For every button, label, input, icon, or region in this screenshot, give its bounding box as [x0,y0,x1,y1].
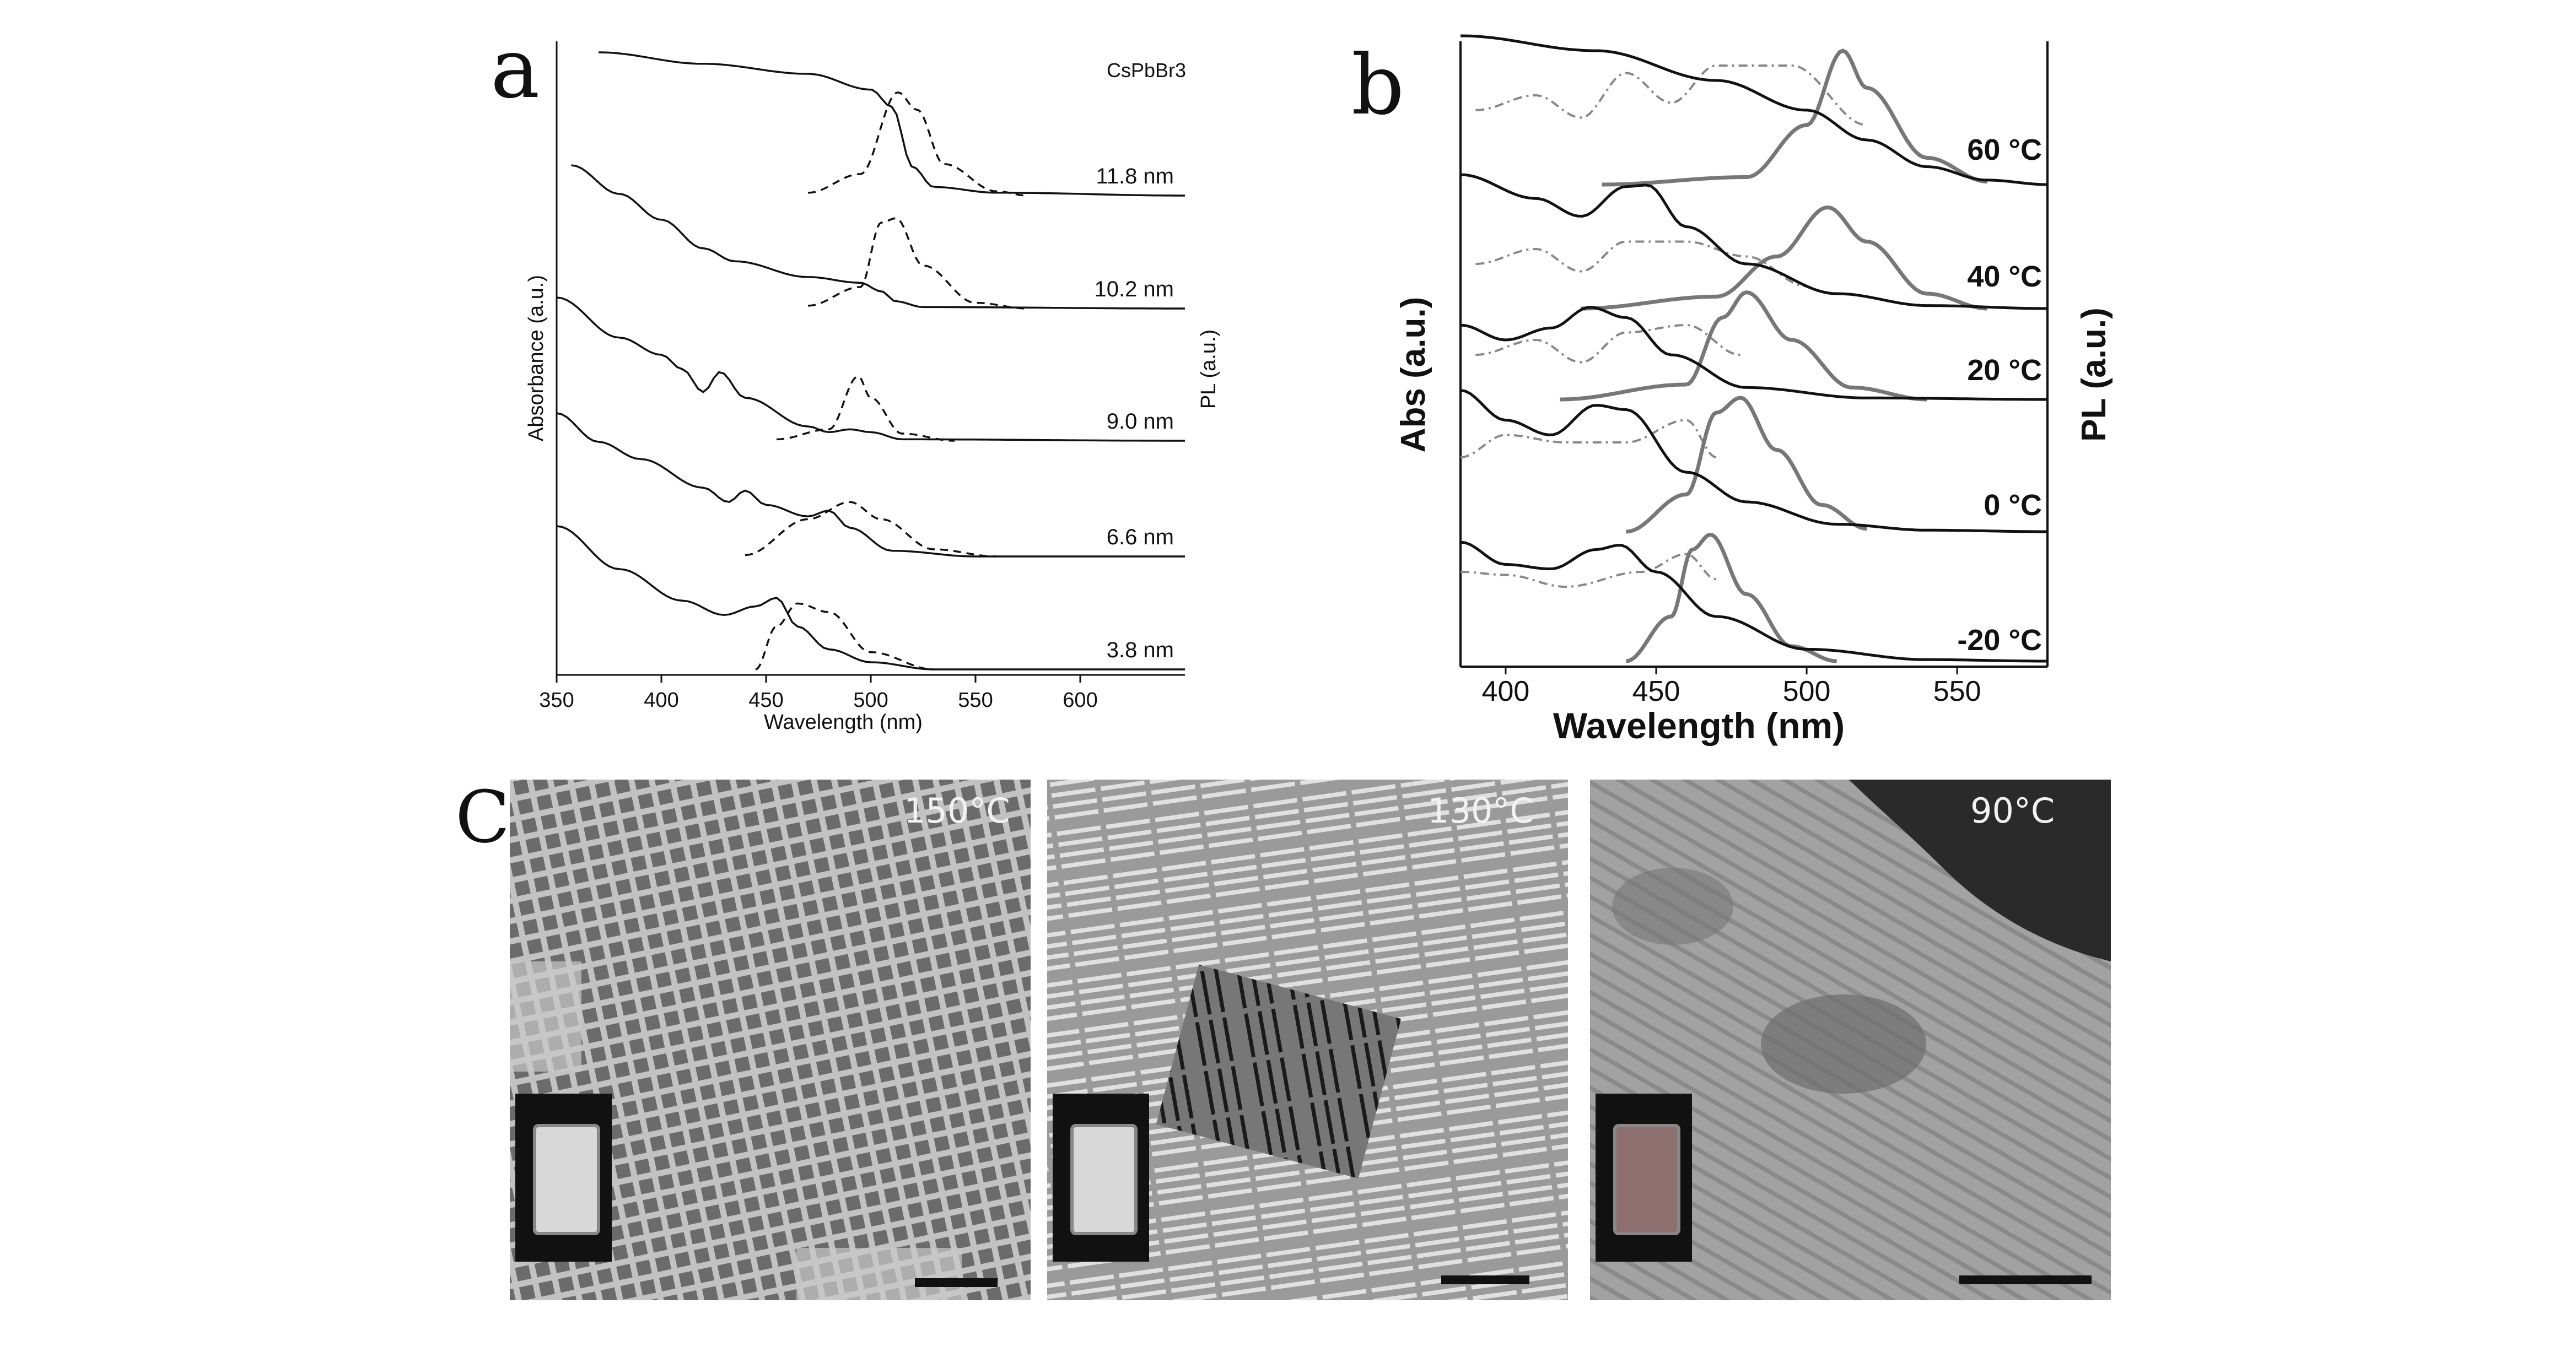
series-label-a: 11.8 nm [1096,164,1174,188]
pl-curve-b [1626,532,1837,663]
x-axis-title-b: Wavelength (nm) [1553,705,1845,746]
pl-curve-b [1602,48,1987,187]
tem-label: 150°C [904,791,1010,831]
pl-dash-curve-b [1461,553,1717,588]
y-axis-title-b: Abs (a.u.) [1394,297,1432,452]
pl-curve-a [807,217,1028,310]
tem-label: 90°C [1970,791,2055,831]
scale-bar [915,1278,998,1287]
pl-dash-curve-b [1475,240,1807,288]
pl-dash-curve-b [1475,64,1867,126]
abs-curve-b [1460,540,2047,663]
series-label-b: 60 °C [1967,133,2042,166]
scale-bar [1441,1275,1529,1284]
compound-annotation-a: CsPbBr3 [1107,59,1186,82]
pl-curve-b [1560,290,1927,402]
pl-curve-b [1626,396,1867,534]
abs-curve-b [1460,306,2047,401]
pl-dash-curve-b [1460,419,1717,458]
tem-image-150c: 150°C [510,780,1031,1300]
vial-inset-90c [1596,1094,1692,1262]
x-tick-label-a: 500 [853,689,888,712]
series-label-b: 0 °C [1984,489,2042,522]
pl-curve-b [1581,205,1987,311]
x-tick-label-a: 550 [958,689,993,712]
abs-curve-b [1460,34,2048,186]
y-axis-title-a: Absorbance (a.u.) [525,275,548,441]
panel-label-a: a [491,21,540,117]
abs-curve-a [571,164,1185,310]
y2-axis-title-a: PL (a.u.) [1197,329,1220,409]
x-tick-label-b: 500 [1783,675,1831,707]
series-label-a: 3.8 nm [1107,638,1174,662]
series-label-a: 6.6 nm [1107,525,1174,549]
y2-axis-title-b: PL (a.u.) [2075,307,2113,441]
panel-label-c: C [455,775,510,859]
x-axis-title-a: Wavelength (nm) [764,711,923,734]
panel-label-b: b [1351,37,1405,133]
vial-icon [1613,1124,1680,1235]
scale-bar [1959,1275,2092,1284]
x-tick-label-a: 450 [748,689,783,712]
chart-a: 350 400 450 500 550 600 Wavelength (nm) Absorba… [525,34,2113,746]
series-label-a: 9.0 nm [1107,409,1174,434]
abs-curve-b [1460,389,2047,533]
abs-curve-a [556,412,1185,558]
abs-curve-a [556,525,1185,671]
pl-dash-curve-b [1475,323,1740,364]
abs-curve-b [1460,173,2047,310]
pl-curve-a [745,501,996,558]
vial-icon [533,1124,600,1235]
tem-label: 130°C [1427,791,1534,831]
tem-image-90c: 90°C [1590,780,2111,1300]
pl-curve-a [807,91,1028,197]
x-tick-label-a: 350 [539,689,574,712]
x-tick-label-b: 400 [1482,675,1530,707]
abs-curve-a [598,51,1185,197]
series-label-b: -20 °C [1957,624,2042,657]
x-tick-label-b: 550 [1933,675,1981,707]
series-label-a: 10.2 nm [1094,277,1174,301]
tem-image-130c: 130°C [1047,780,1568,1300]
vial-inset-130c [1053,1094,1149,1262]
pl-curve-a [777,375,955,442]
vial-inset-150c [515,1094,612,1262]
x-tick-label-a: 600 [1063,689,1097,712]
x-tick-label-b: 450 [1632,675,1680,707]
abs-curve-a [556,296,1185,442]
series-label-b: 20 °C [1967,354,2042,387]
pl-curve-a [755,602,934,671]
x-tick-label-a: 400 [644,689,678,712]
vial-icon [1070,1124,1138,1235]
series-label-b: 40 °C [1967,260,2042,293]
